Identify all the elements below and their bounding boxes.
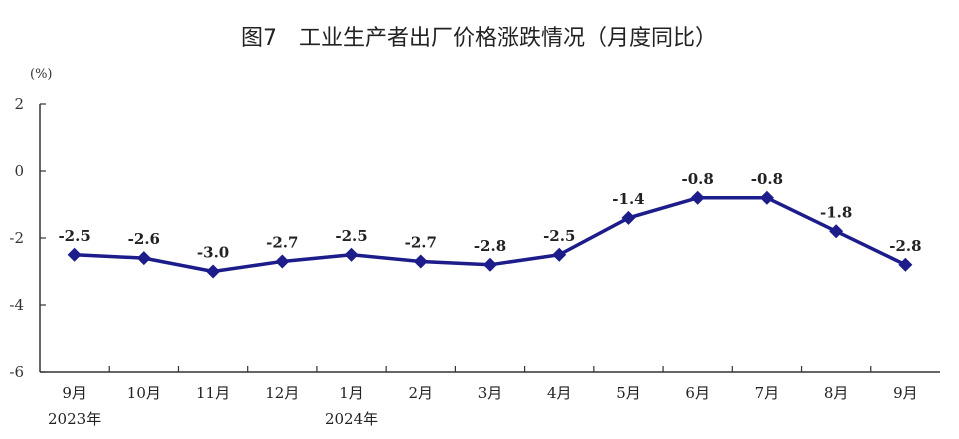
data-point (621, 210, 636, 225)
data-label: -0.8 (751, 170, 783, 188)
data-label: -2.8 (889, 237, 921, 255)
y-axis-ticks: 2 0 -2 -4 -6 (9, 95, 46, 381)
data-label: -3.0 (197, 244, 229, 262)
data-label: -2.8 (474, 237, 506, 255)
data-label: -2.7 (405, 233, 437, 251)
data-label: -0.8 (682, 170, 714, 188)
data-point (67, 247, 82, 262)
data-point (829, 224, 844, 239)
data-point (344, 247, 359, 262)
y-tick-label: 0 (14, 162, 24, 180)
data-label: -2.6 (128, 230, 160, 248)
data-point (759, 190, 774, 205)
data-label: -2.5 (543, 227, 575, 245)
x-tick-label: 5月 (616, 384, 641, 402)
x-tick-label: 3月 (478, 384, 503, 402)
data-label: -2.5 (335, 227, 367, 245)
x-axis-ticks: 9月 10月 11月 12月 1月 2月 3月 4月 5月 6月 7月 8月 9月 2023年 2024年 (48, 366, 918, 428)
x-year-label: 2024年 (325, 410, 378, 428)
data-point (206, 264, 221, 279)
x-tick-label: 1月 (339, 384, 364, 402)
y-tick-label: -4 (9, 296, 24, 314)
x-tick-label: 4月 (547, 384, 572, 402)
y-unit-label: (%) (30, 67, 53, 82)
chart-title: 图7 工业生产者出厂价格涨跌情况（月度同比） (241, 26, 717, 51)
data-label: -1.8 (820, 203, 852, 221)
data-point (275, 254, 290, 269)
data-label: -1.4 (612, 190, 644, 208)
x-tick-label: 7月 (755, 384, 780, 402)
data-point (690, 190, 705, 205)
x-year-label: 2023年 (48, 410, 101, 428)
x-tick-label: 9月 (893, 384, 918, 402)
y-tick-label: 2 (14, 95, 24, 113)
x-tick-label: 11月 (196, 384, 230, 402)
x-tick-label: 6月 (685, 384, 710, 402)
data-point (413, 254, 428, 269)
x-tick-label: 2月 (408, 384, 433, 402)
data-point (136, 251, 151, 266)
data-label: -2.7 (266, 233, 298, 251)
x-tick-label: 12月 (265, 384, 299, 402)
y-tick-label: -2 (9, 229, 24, 247)
x-tick-label: 9月 (62, 384, 87, 402)
x-tick-label: 8月 (824, 384, 849, 402)
data-point (552, 247, 567, 262)
data-labels: -2.5 -2.6 -3.0 -2.7 -2.5 -2.7 -2.8 -2.5 -1.4 -0.8… (58, 170, 921, 262)
x-tick-label: 10月 (127, 384, 161, 402)
data-point (898, 257, 913, 272)
series-markers (67, 190, 913, 279)
data-label: -2.5 (58, 227, 90, 245)
y-tick-label: -6 (9, 363, 24, 381)
data-point (483, 257, 497, 272)
